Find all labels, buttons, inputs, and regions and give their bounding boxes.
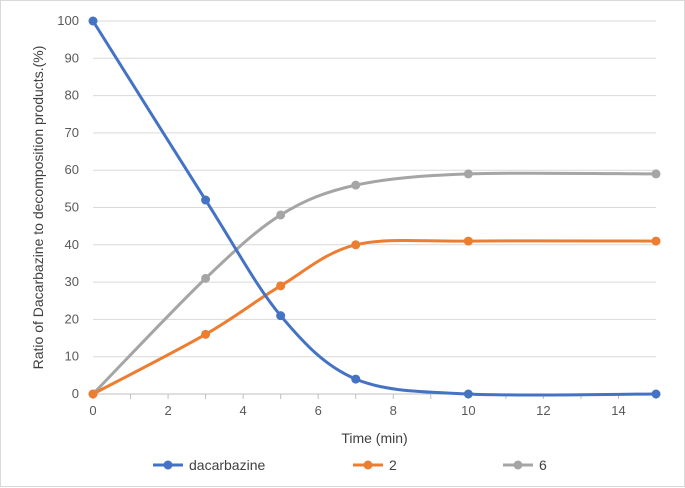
legend-marker-dacarbazine xyxy=(163,460,173,470)
legend-marker-6 xyxy=(513,460,523,470)
x-tick-label: 12 xyxy=(536,403,550,418)
y-tick-label: 10 xyxy=(65,349,79,364)
legend-label-dacarbazine: dacarbazine xyxy=(189,457,265,473)
x-tick-label: 2 xyxy=(164,403,171,418)
data-point-dacarbazine xyxy=(88,16,98,26)
data-point-2 xyxy=(651,236,661,246)
y-tick-label: 80 xyxy=(65,88,79,103)
x-tick-label: 10 xyxy=(461,403,475,418)
y-tick-label: 60 xyxy=(65,162,79,177)
series-line-6 xyxy=(91,171,658,396)
x-tick-label: 6 xyxy=(315,403,322,418)
y-tick-label: 0 xyxy=(72,386,79,401)
legend-label-6: 6 xyxy=(539,457,547,473)
y-tick-label: 70 xyxy=(65,125,79,140)
y-tick-label: 40 xyxy=(65,237,79,252)
series-lines xyxy=(91,19,658,397)
data-point-2 xyxy=(276,281,286,291)
legend-label-2: 2 xyxy=(389,457,397,473)
y-tick-label: 50 xyxy=(65,200,79,215)
data-point-6 xyxy=(276,210,286,220)
data-point-dacarbazine xyxy=(351,374,361,384)
data-point-2 xyxy=(463,236,473,246)
data-point-6 xyxy=(463,169,473,179)
legend: dacarbazine 2 6 xyxy=(153,457,547,473)
x-tick-label: 8 xyxy=(390,403,397,418)
y-tick-label: 30 xyxy=(65,274,79,289)
data-point-6 xyxy=(651,169,661,179)
y-tick-label: 90 xyxy=(65,50,79,65)
tick-labels: 0 10 20 30 40 50 60 70 80 90 100 0 2 4 6 8 10 12 14 xyxy=(57,13,625,418)
data-point-dacarbazine xyxy=(276,311,286,321)
x-tick-label: 4 xyxy=(240,403,247,418)
series-line-2 xyxy=(91,238,658,396)
y-tick-label: 100 xyxy=(57,13,79,28)
data-point-dacarbazine xyxy=(463,389,473,399)
data-point-2 xyxy=(351,240,361,250)
data-point-dacarbazine xyxy=(651,389,661,399)
data-point-2 xyxy=(88,389,98,399)
series-points xyxy=(88,16,661,399)
data-point-6 xyxy=(201,273,211,283)
series-line-dacarbazine xyxy=(91,19,658,397)
y-axis-title: Ratio of Dacarbazine to decomposition pr… xyxy=(30,46,46,370)
y-tick-label: 20 xyxy=(65,311,79,326)
x-tick-label: 14 xyxy=(611,403,625,418)
data-point-2 xyxy=(201,329,211,339)
x-axis-title: Time (min) xyxy=(341,430,407,446)
data-point-6 xyxy=(351,180,361,190)
x-tick-label: 0 xyxy=(89,403,96,418)
data-point-dacarbazine xyxy=(201,195,211,205)
legend-marker-2 xyxy=(363,460,373,470)
